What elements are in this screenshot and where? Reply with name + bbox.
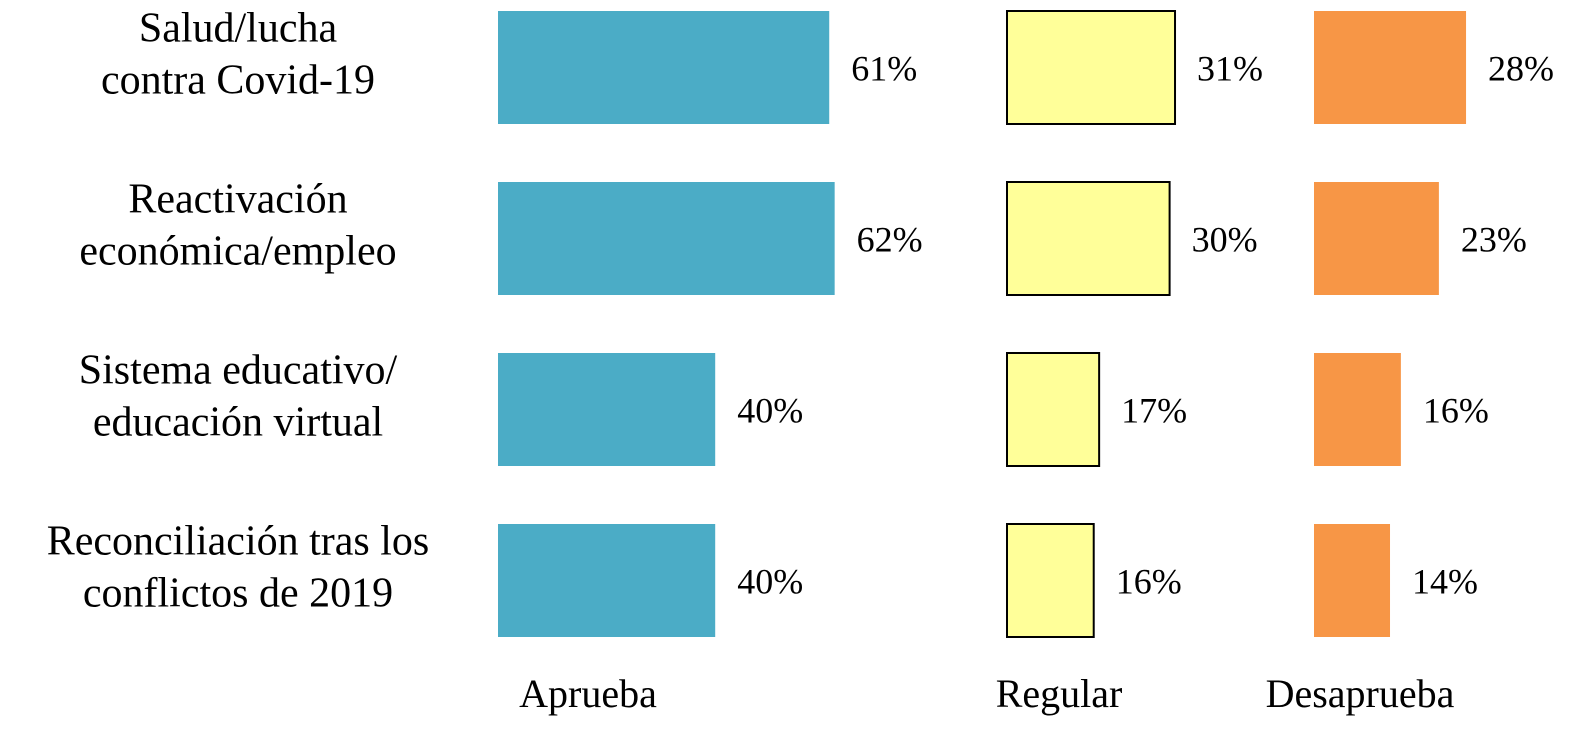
series-label-aprueba: Aprueba — [519, 671, 657, 716]
value-label: 17% — [1121, 391, 1187, 431]
bar-regular-4 — [1006, 523, 1095, 638]
bar-regular-3 — [1006, 352, 1101, 467]
bar-desaprueba-4 — [1314, 524, 1391, 637]
bar-desaprueba-1 — [1314, 11, 1467, 124]
value-label: 23% — [1461, 220, 1527, 260]
value-label: 28% — [1488, 49, 1554, 89]
bar-desaprueba-3 — [1314, 353, 1401, 466]
value-label: 62% — [857, 220, 923, 260]
bar-regular-1 — [1006, 10, 1177, 125]
series-labels: Aprueba Regular Desaprueba — [519, 671, 1454, 716]
category-label: Sistema educativo/educación virtual — [79, 348, 398, 446]
category-label: Salud/lucha contra Covid-19 — [101, 6, 375, 104]
bar-regular-2 — [1006, 181, 1171, 296]
value-label: 31% — [1197, 49, 1263, 89]
series-label-desaprueba: Desaprueba — [1266, 671, 1455, 716]
value-label: 30% — [1192, 220, 1258, 260]
value-label: 40% — [737, 391, 803, 431]
value-label: 14% — [1412, 562, 1478, 602]
value-label: 61% — [851, 49, 917, 89]
value-label: 16% — [1423, 391, 1489, 431]
bar-aprueba-3 — [498, 353, 716, 466]
category-labels: Salud/lucha contra Covid-19 Reactivación ec… — [47, 6, 430, 617]
value-label: 16% — [1116, 562, 1182, 602]
category-label: Reactivación económica/empleo — [79, 177, 396, 275]
series-label-regular: Regular — [996, 671, 1123, 716]
category-label: Reconciliación tras los conflictos de 201… — [47, 519, 430, 617]
value-labels: 61% 62% 40% 40% 31% 30% 17% 16% 28% 23% 16% 14% — [737, 49, 1554, 602]
value-label: 40% — [737, 562, 803, 602]
bar-desaprueba-2 — [1314, 182, 1439, 295]
bars — [498, 10, 1467, 638]
bar-aprueba-2 — [498, 182, 835, 295]
bar-aprueba-1 — [498, 11, 830, 124]
bar-aprueba-4 — [498, 524, 716, 637]
